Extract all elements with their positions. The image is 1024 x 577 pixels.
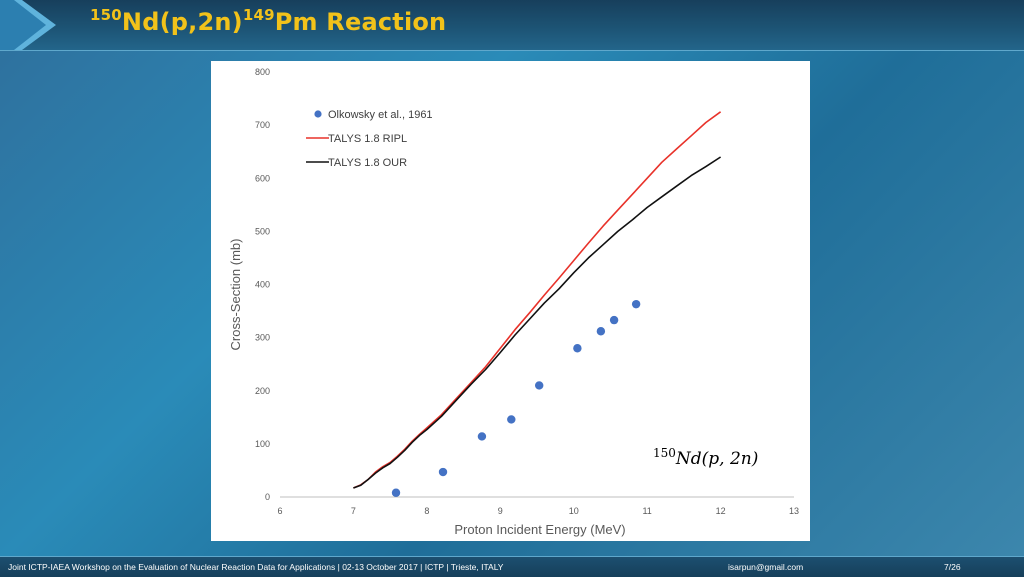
series-line-2 xyxy=(353,156,722,489)
title-mass-number-2: 149 xyxy=(242,6,275,24)
x-tick-label: 12 xyxy=(716,506,726,516)
legend-label-2: TALYS 1.8 OUR xyxy=(328,157,407,169)
footer-workshop: Joint ICTP-IAEA Workshop on the Evaluati… xyxy=(8,562,504,572)
data-point xyxy=(535,381,544,390)
title-part-2: Pm Reaction xyxy=(274,8,447,36)
data-point xyxy=(438,467,448,477)
x-tick-label: 13 xyxy=(789,506,799,516)
data-point xyxy=(573,344,582,353)
x-axis-label: Proton Incident Energy (MeV) xyxy=(454,522,625,537)
y-tick-label: 400 xyxy=(255,280,270,290)
slide-footer: Joint ICTP-IAEA Workshop on the Evaluati… xyxy=(0,556,1024,577)
slide-header: 150Nd(p,2n)149Pm Reaction xyxy=(0,0,1024,51)
legend-label-0: Olkowsky et al., 1961 xyxy=(328,109,433,121)
footer-email: isarpun@gmail.com xyxy=(728,562,804,572)
slide-title: 150Nd(p,2n)149Pm Reaction xyxy=(90,6,446,36)
footer-page-number: 7/26 xyxy=(944,562,961,572)
y-tick-label: 700 xyxy=(255,120,270,130)
data-point xyxy=(596,327,606,336)
y-tick-label: 0 xyxy=(265,492,270,502)
y-tick-label: 100 xyxy=(255,439,270,449)
annotation-mass-number: 150 xyxy=(653,446,676,460)
data-point xyxy=(631,299,641,309)
data-point xyxy=(477,432,487,441)
data-point xyxy=(507,415,516,424)
annotation-reaction: Nd(p, 2n) xyxy=(675,449,758,469)
x-tick-label: 9 xyxy=(498,506,503,516)
chart-annotation: 150Nd(p, 2n) xyxy=(653,446,758,469)
x-tick-label: 8 xyxy=(424,506,429,516)
y-tick-label: 800 xyxy=(255,67,270,77)
cross-section-chart: 0 100 200 300 400 500 600 700 800 6 7 8 9 10 11 12 13 Pro… xyxy=(228,67,799,537)
title-part-1: Nd(p,2n) xyxy=(121,8,243,36)
legend-marker-0 xyxy=(314,110,322,118)
data-point xyxy=(391,488,401,497)
data-point xyxy=(609,315,619,325)
y-axis-label: Cross-Section (mb) xyxy=(228,239,243,351)
y-tick-label: 300 xyxy=(255,333,270,343)
y-tick-label: 500 xyxy=(255,226,270,236)
legend-label-1: TALYS 1.8 RIPL xyxy=(328,133,407,145)
x-tick-label: 6 xyxy=(277,506,282,516)
x-tick-label: 10 xyxy=(569,506,579,516)
x-tick-label: 7 xyxy=(351,506,356,516)
chart-panel: 0 100 200 300 400 500 600 700 800 6 7 8 9 10 11 12 13 Pro… xyxy=(211,61,810,541)
series-line-1 xyxy=(353,111,722,489)
title-mass-number-1: 150 xyxy=(90,6,122,24)
x-tick-label: 11 xyxy=(642,506,651,516)
header-arrow-icon xyxy=(0,0,56,50)
y-tick-label: 200 xyxy=(255,386,270,396)
y-tick-label: 600 xyxy=(255,173,270,183)
